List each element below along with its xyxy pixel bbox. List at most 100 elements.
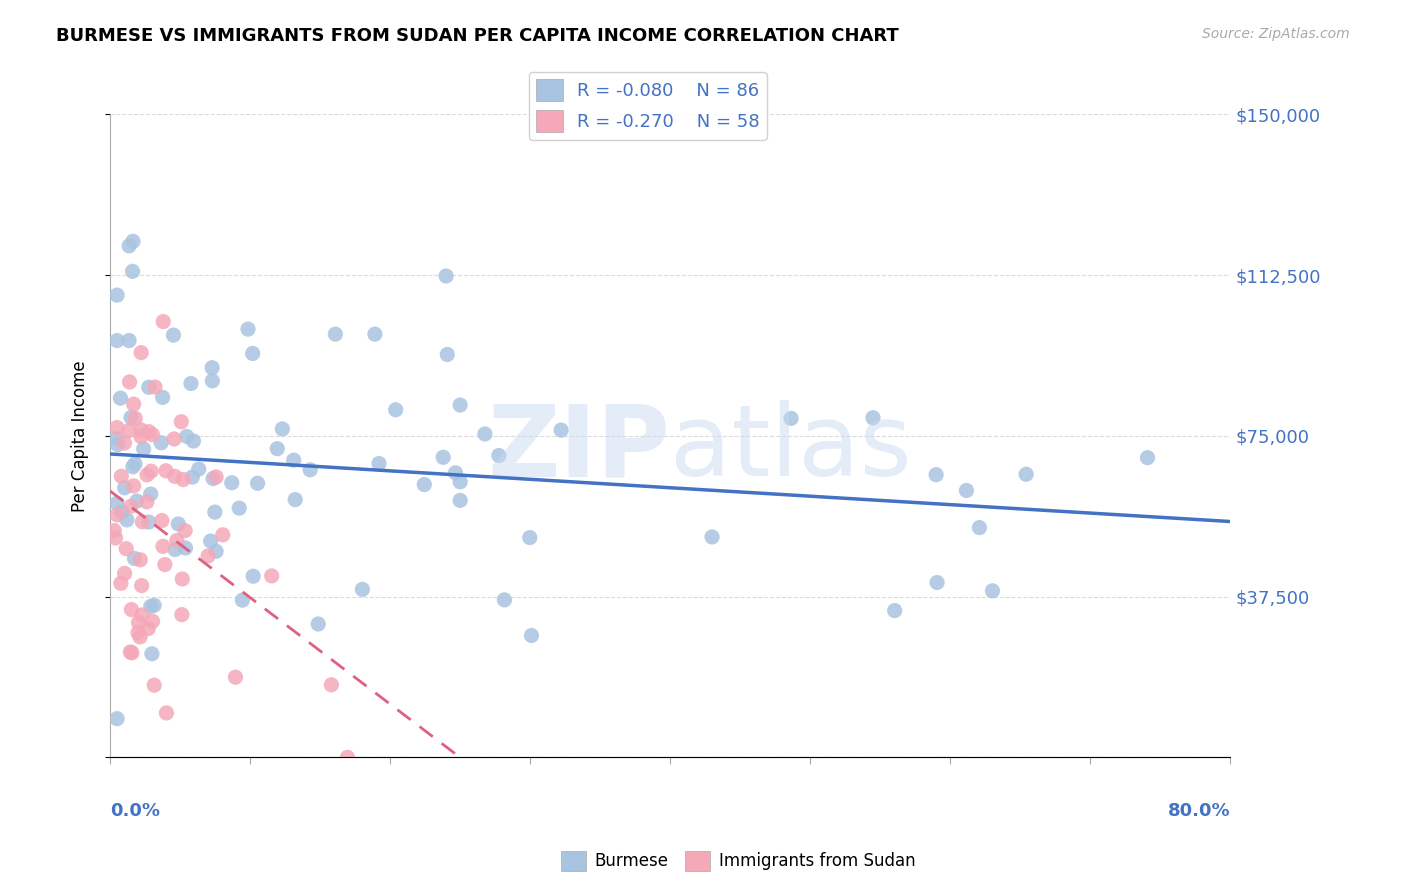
Point xyxy=(129,423,152,437)
Point xyxy=(969,520,991,534)
Point xyxy=(118,375,141,389)
Point xyxy=(925,575,948,590)
Point xyxy=(150,435,173,450)
Point xyxy=(120,602,142,616)
Point xyxy=(124,457,146,471)
Point xyxy=(132,442,155,456)
Point xyxy=(110,576,132,591)
Point xyxy=(550,423,572,437)
Point xyxy=(436,347,458,361)
Point xyxy=(125,494,148,508)
Point xyxy=(413,477,436,491)
Point xyxy=(174,524,197,538)
Point xyxy=(283,453,305,467)
Point xyxy=(205,544,228,558)
Point xyxy=(981,583,1004,598)
Point xyxy=(488,449,510,463)
Point xyxy=(121,459,143,474)
Point xyxy=(114,481,136,495)
Point xyxy=(266,442,288,456)
Point xyxy=(121,264,143,278)
Y-axis label: Per Capita Income: Per Capita Income xyxy=(72,360,89,512)
Point xyxy=(131,579,153,593)
Point xyxy=(384,402,406,417)
Point xyxy=(163,469,186,483)
Point xyxy=(224,670,246,684)
Text: 80.0%: 80.0% xyxy=(1168,803,1230,821)
Legend: Burmese, Immigrants from Sudan: Burmese, Immigrants from Sudan xyxy=(554,844,922,878)
Point xyxy=(474,427,496,442)
Point xyxy=(449,398,471,412)
Point xyxy=(325,327,347,342)
Point xyxy=(780,411,803,425)
Point xyxy=(131,515,153,529)
Point xyxy=(129,630,152,644)
Point xyxy=(172,572,194,586)
Point xyxy=(260,569,283,583)
Point xyxy=(105,334,128,348)
Point xyxy=(925,467,948,482)
Point xyxy=(299,463,322,477)
Point xyxy=(131,607,153,622)
Point xyxy=(110,391,132,405)
Point xyxy=(104,531,127,545)
Point xyxy=(336,750,359,764)
Point xyxy=(141,427,163,442)
Point xyxy=(143,678,166,692)
Point xyxy=(143,380,166,394)
Point xyxy=(129,553,152,567)
Point xyxy=(114,436,136,450)
Point xyxy=(124,411,146,425)
Point xyxy=(172,473,194,487)
Point xyxy=(121,646,143,660)
Point xyxy=(519,531,541,545)
Point xyxy=(434,268,457,283)
Point xyxy=(204,505,226,519)
Point xyxy=(176,429,198,443)
Point xyxy=(122,235,145,249)
Point xyxy=(197,549,219,563)
Point xyxy=(352,582,374,597)
Point xyxy=(142,614,165,628)
Text: ZIP: ZIP xyxy=(488,401,671,497)
Point xyxy=(124,551,146,566)
Point xyxy=(105,420,128,434)
Point xyxy=(167,516,190,531)
Point xyxy=(150,514,173,528)
Point xyxy=(174,541,197,555)
Point xyxy=(368,457,391,471)
Point xyxy=(307,617,329,632)
Point xyxy=(136,622,159,636)
Point xyxy=(1136,450,1159,465)
Point xyxy=(138,515,160,529)
Point xyxy=(155,706,177,720)
Point xyxy=(211,528,233,542)
Point xyxy=(139,487,162,501)
Point xyxy=(110,505,132,519)
Point xyxy=(444,466,467,480)
Point xyxy=(883,604,905,618)
Point xyxy=(201,374,224,388)
Point xyxy=(138,380,160,394)
Text: BURMESE VS IMMIGRANTS FROM SUDAN PER CAPITA INCOME CORRELATION CHART: BURMESE VS IMMIGRANTS FROM SUDAN PER CAP… xyxy=(56,27,898,45)
Point xyxy=(246,476,269,491)
Point xyxy=(115,541,138,556)
Point xyxy=(166,533,188,548)
Point xyxy=(128,615,150,630)
Point xyxy=(152,315,174,329)
Point xyxy=(114,566,136,581)
Point xyxy=(105,508,128,522)
Point xyxy=(205,470,228,484)
Point xyxy=(129,429,152,443)
Text: Source: ZipAtlas.com: Source: ZipAtlas.com xyxy=(1202,27,1350,41)
Point xyxy=(120,645,142,659)
Point xyxy=(110,469,132,483)
Point xyxy=(141,647,163,661)
Point xyxy=(187,462,209,476)
Text: 0.0%: 0.0% xyxy=(110,803,160,821)
Point xyxy=(163,432,186,446)
Point xyxy=(449,475,471,489)
Point xyxy=(165,542,187,557)
Point xyxy=(105,432,128,446)
Point xyxy=(105,288,128,302)
